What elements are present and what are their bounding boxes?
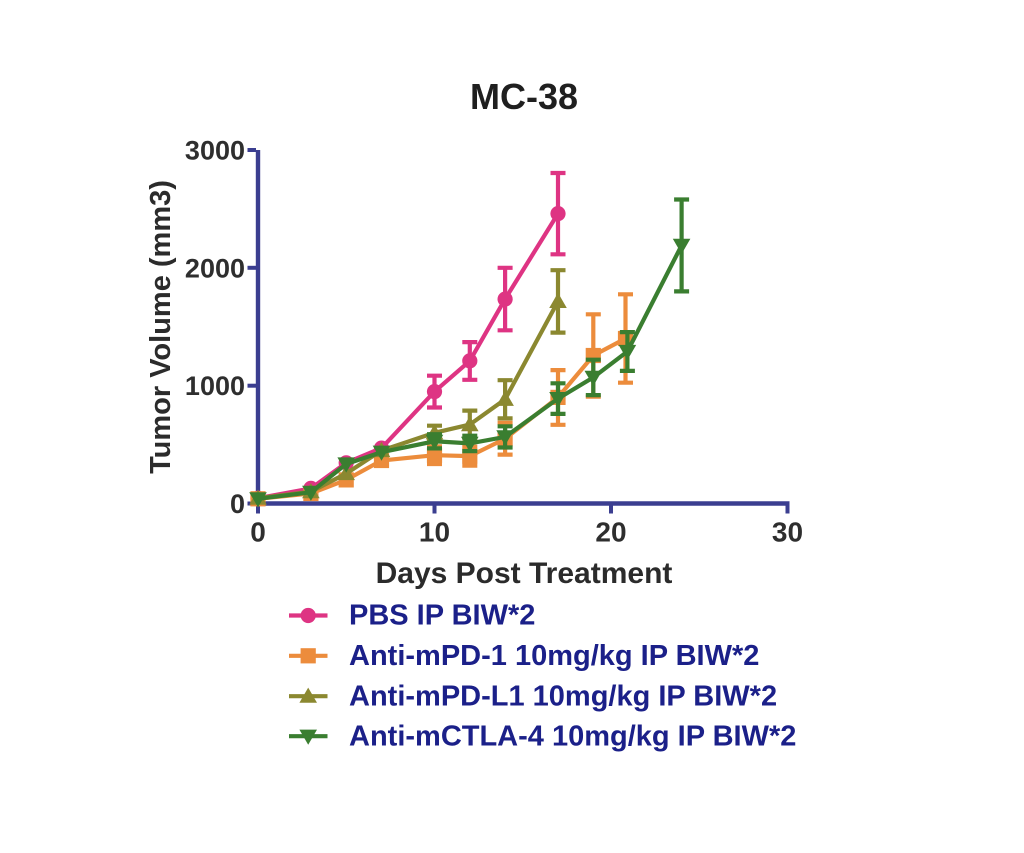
svg-text:Anti-mCTLA-4 10mg/kg IP BIW*2: Anti-mCTLA-4 10mg/kg IP BIW*2 — [349, 720, 796, 752]
svg-text:2000: 2000 — [185, 253, 245, 283]
svg-text:1000: 1000 — [185, 371, 245, 401]
svg-text:10: 10 — [419, 517, 450, 548]
svg-text:30: 30 — [772, 517, 803, 548]
svg-text:Tumor Volume (mm3): Tumor Volume (mm3) — [145, 180, 177, 474]
svg-text:Days Post Treatment: Days Post Treatment — [376, 557, 673, 590]
svg-text:Anti-mPD-L1 10mg/kg IP BIW*2: Anti-mPD-L1 10mg/kg IP BIW*2 — [349, 680, 777, 712]
svg-text:Anti-mPD-1 10mg/kg IP BIW*2: Anti-mPD-1 10mg/kg IP BIW*2 — [349, 640, 759, 672]
svg-text:0: 0 — [230, 489, 245, 519]
svg-text:3000: 3000 — [185, 136, 245, 166]
svg-text:0: 0 — [250, 517, 266, 548]
svg-text:PBS IP BIW*2: PBS IP BIW*2 — [349, 600, 535, 632]
svg-text:MC-38: MC-38 — [470, 76, 578, 117]
svg-text:20: 20 — [595, 517, 626, 548]
